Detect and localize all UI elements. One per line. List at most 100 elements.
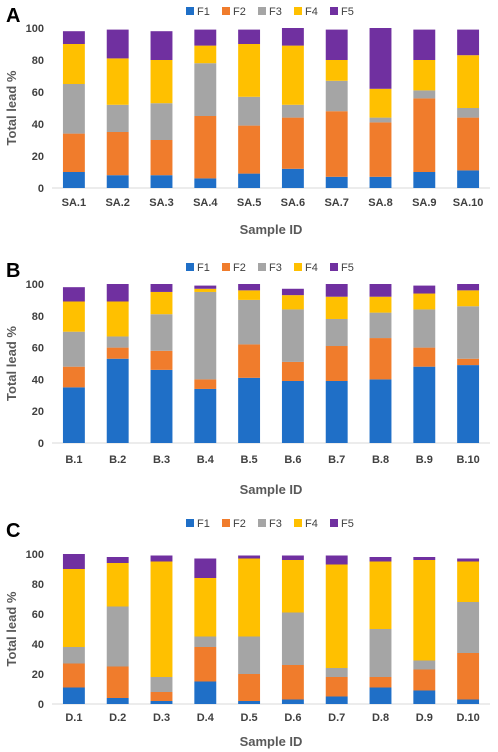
bar-segment-f2 (457, 117, 480, 171)
bar-segment-f1 (325, 696, 348, 704)
bar-segment-f1 (62, 172, 85, 188)
x-tick-label: D.6 (284, 712, 301, 724)
y-tick-label: 80 (32, 311, 44, 323)
bar-segment-f1 (369, 379, 392, 443)
x-tick-label: D.9 (416, 712, 433, 724)
bar-segment-f5 (413, 29, 436, 60)
bar-segment-f2 (238, 344, 261, 378)
x-tick-label: SA.7 (324, 197, 348, 209)
bar-segment-f3 (194, 291, 217, 380)
bar-segment-f5 (369, 284, 392, 297)
x-tick-label: SA.10 (453, 197, 484, 209)
bar-segment-f2 (62, 366, 85, 388)
y-tick-label: 80 (32, 55, 44, 67)
bar-segment-f3 (457, 306, 480, 359)
bar-segment-f4 (238, 44, 261, 97)
bar-segment-f5 (369, 557, 392, 562)
bar-segment-f3 (413, 309, 436, 348)
legend-swatch-f3 (258, 519, 266, 527)
bar-segment-f2 (238, 125, 261, 174)
y-tick-label: 40 (32, 374, 44, 386)
panel-b: B 0 20 40 60 80 100 B.1 B.2 B.3 B.4 B.5 B.6 B.7 B.8 B.9… (4, 260, 490, 497)
bar-segment-f2 (62, 133, 85, 172)
y-tick-label: 100 (26, 279, 44, 291)
bar-segment-f4 (150, 561, 173, 677)
legend-swatch-f5 (330, 263, 338, 271)
x-tick-label: B.7 (328, 454, 345, 466)
bar-segment-f3 (413, 660, 436, 670)
bar-segment-f2 (457, 653, 480, 700)
legend-swatch-f3 (258, 7, 266, 15)
bar-segment-f4 (369, 296, 392, 313)
bar-segment-f2 (369, 677, 392, 688)
panel-a: A 0 20 40 60 80 100 SA.1 SA.2 SA.3 SA.4 SA.5 SA.6 SA.… (4, 5, 490, 237)
bar-segment-f5 (62, 287, 85, 302)
bar-segment-f4 (281, 295, 304, 310)
bar-segment-f4 (325, 564, 348, 668)
legend-label-f2: F2 (233, 518, 246, 530)
bar-segment-f4 (325, 60, 348, 81)
bar-segment-f5 (281, 288, 304, 296)
y-tick-label: 40 (32, 119, 44, 131)
x-tick-label: SA.6 (281, 197, 305, 209)
y-tick-label: 40 (32, 639, 44, 651)
legend-swatch-f4 (294, 263, 302, 271)
legend-label-f3: F3 (269, 6, 282, 18)
y-tick-label: 60 (32, 609, 44, 621)
bar-segment-f3 (238, 636, 261, 674)
bar-segment-f2 (369, 338, 392, 380)
bar-segment-f4 (413, 60, 436, 91)
panel-letter: B (6, 260, 20, 282)
bar-segment-f2 (106, 132, 129, 176)
bar-segment-f3 (281, 309, 304, 362)
legend-swatch-f5 (330, 7, 338, 15)
bar-segment-f2 (194, 116, 217, 179)
bar-segment-f1 (194, 178, 217, 188)
x-tick-label: B.10 (456, 454, 479, 466)
x-tick-label: SA.1 (62, 197, 86, 209)
bar-segment-f1 (106, 358, 129, 443)
legend-label-f5: F5 (341, 518, 354, 530)
bar-segment-f3 (369, 629, 392, 677)
bar-segment-f5 (281, 555, 304, 560)
bar-segment-f3 (457, 108, 480, 118)
bar-segment-f3 (194, 63, 217, 116)
legend-label-f4: F4 (305, 262, 318, 274)
x-tick-label: D.5 (241, 712, 258, 724)
legend-swatch-f4 (294, 7, 302, 15)
x-tick-label: B.6 (284, 454, 301, 466)
x-axis-title: Sample ID (240, 734, 303, 749)
y-tick-label: 0 (38, 183, 44, 195)
x-tick-label: B.8 (372, 454, 389, 466)
bar-segment-f5 (238, 29, 261, 44)
bar-segment-f4 (106, 58, 129, 105)
bar-segment-f4 (194, 288, 217, 292)
bar-segment-f5 (325, 29, 348, 60)
bar-segment-f2 (62, 663, 85, 688)
bar-segment-f2 (413, 98, 436, 172)
bar-segment-f1 (369, 176, 392, 188)
bar-segment-f1 (194, 681, 217, 704)
legend-label-f2: F2 (233, 6, 246, 18)
bar-segment-f2 (150, 692, 173, 701)
legend-label-f5: F5 (341, 262, 354, 274)
y-axis-title: Total lead % (4, 326, 19, 401)
bar-segment-f4 (62, 301, 85, 332)
bar-segment-f3 (150, 103, 173, 140)
bar-segment-f4 (106, 301, 129, 337)
legend-swatch-f2 (222, 519, 230, 527)
bar-segment-f5 (150, 284, 173, 292)
bar-segment-f4 (325, 296, 348, 319)
x-tick-label: B.9 (416, 454, 433, 466)
bar-segment-f2 (413, 669, 436, 691)
x-tick-label: B.2 (109, 454, 126, 466)
y-tick-label: 0 (38, 699, 44, 711)
y-tick-label: 100 (26, 23, 44, 35)
bar-segment-f2 (281, 361, 304, 381)
y-tick-label: 20 (32, 151, 44, 163)
legend-label-f4: F4 (305, 6, 318, 18)
bar-segment-f1 (457, 365, 480, 443)
panel-c: C 0 20 40 60 80 100 D.1 D.2 D.3 D.4 D.5 D.6 D.7 D.8 D.9… (4, 518, 490, 749)
bar-segment-f5 (106, 557, 129, 563)
